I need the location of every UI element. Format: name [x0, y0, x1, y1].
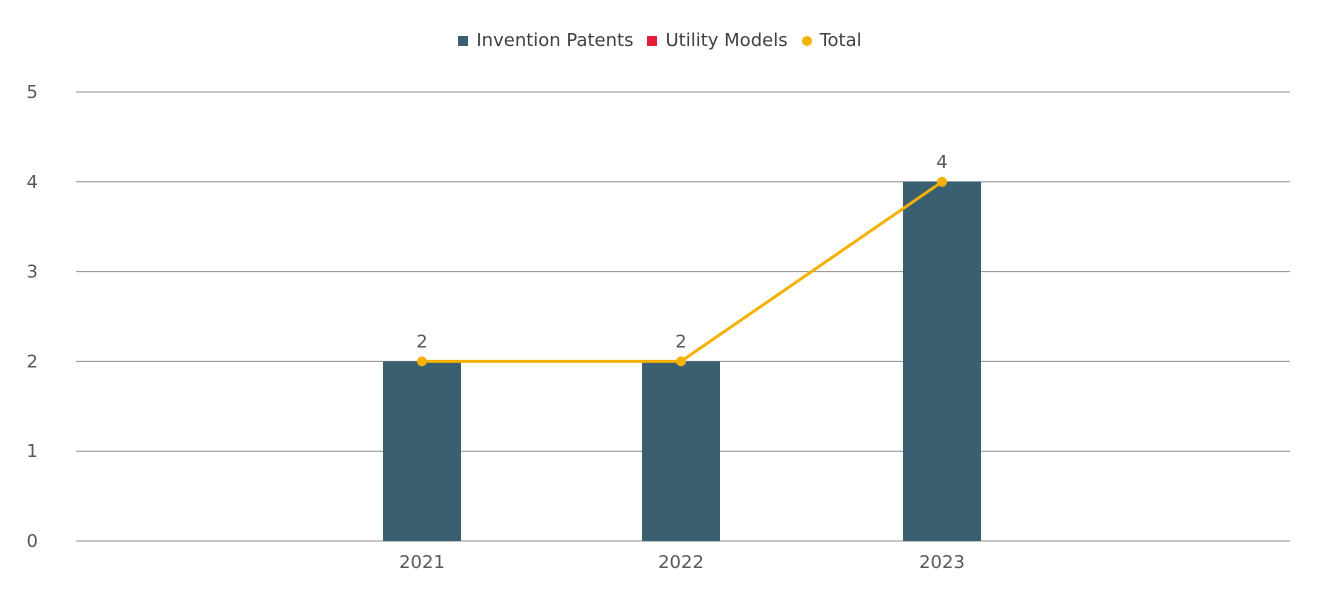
y-tick-label-5: 5 [27, 82, 38, 103]
y-tick-label-1: 1 [27, 441, 38, 462]
legend-item-invention-patents: Invention Patents [458, 30, 633, 51]
bar-invention-2023 [903, 181, 981, 542]
point-total-2023 [937, 176, 947, 187]
legend-label-utility-models: Utility Models [665, 30, 788, 51]
y-tick-label-4: 4 [27, 172, 38, 193]
data-label-total-2022: 2 [675, 331, 686, 352]
x-tick-label-2021: 2021 [399, 552, 445, 573]
point-total-2022 [676, 356, 686, 367]
x-tick-label-2022: 2022 [658, 552, 704, 573]
point-total-2021 [417, 356, 427, 367]
legend-swatch-invention-patents [458, 35, 469, 46]
legend-label-invention-patents: Invention Patents [476, 30, 634, 51]
data-label-total-2021: 2 [416, 331, 427, 352]
y-tick-label-0: 0 [27, 531, 38, 552]
data-label-total-2023: 4 [936, 152, 947, 173]
y-tick-label-3: 3 [27, 262, 38, 283]
legend-swatch-total [801, 35, 812, 46]
legend-item-total: Total [801, 30, 862, 51]
legend-swatch-utility-models [647, 35, 658, 46]
legend-item-utility-models: Utility Models [647, 30, 788, 51]
bar-invention-2021 [383, 361, 461, 541]
legend-label-total: Total [819, 30, 862, 51]
chart-legend: Invention Patents Utility Models Total [0, 30, 1320, 51]
y-tick-label-2: 2 [27, 351, 38, 372]
x-tick-label-2023: 2023 [919, 552, 965, 573]
bar-invention-2022 [642, 361, 720, 541]
